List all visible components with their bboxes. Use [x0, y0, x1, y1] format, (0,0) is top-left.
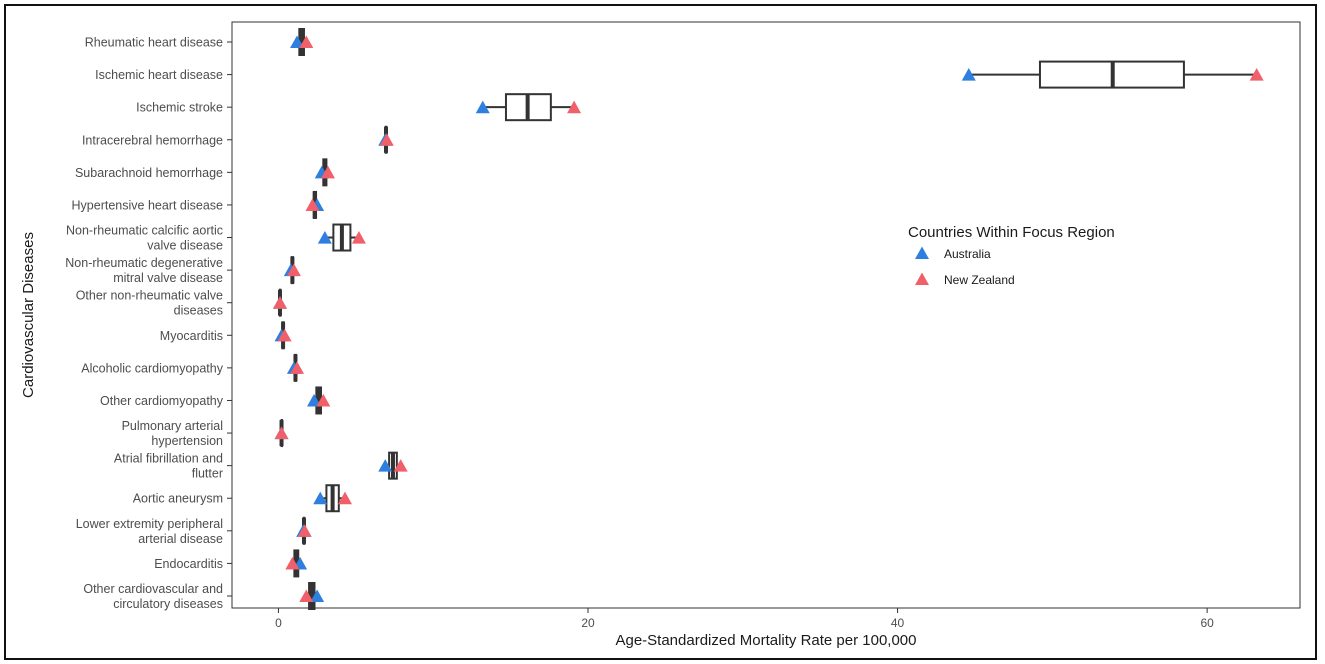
category-label: Other cardiovascular and circulatory dise… — [83, 582, 223, 611]
new-zealand-point — [337, 491, 352, 505]
new-zealand-point — [277, 328, 292, 342]
category-label: Atrial fibrillation and flutter — [114, 452, 223, 481]
category-label: Other cardiomyopathy — [100, 394, 224, 408]
new-zealand-point — [285, 556, 300, 570]
x-tick-label: 20 — [581, 616, 595, 630]
new-zealand-point — [1249, 68, 1264, 81]
y-axis-ticks — [227, 41, 232, 597]
new-zealand-point — [393, 459, 408, 472]
boxplot-7 — [324, 223, 359, 252]
legend-key-2 — [915, 272, 929, 286]
boxplot-2 — [968, 60, 1257, 89]
category-label: Non-rheumatic calcific aortic valve disea… — [66, 224, 223, 253]
category-label: Endocarditis — [154, 557, 223, 571]
legend-label-2: New Zealand — [944, 273, 1015, 287]
new-zealand-point — [567, 100, 582, 114]
plot-panel — [231, 21, 1301, 609]
y-axis-title: Cardiovascular Diseases — [20, 232, 37, 398]
new-zealand-point — [299, 35, 314, 49]
x-tick-label: 40 — [891, 616, 905, 630]
new-zealand-point — [286, 263, 301, 277]
boxplot-15 — [320, 484, 345, 513]
new-zealand-point — [297, 524, 312, 537]
legend: Countries Within Focus Region Australia N… — [908, 224, 1115, 287]
category-label: Rheumatic heart disease — [85, 36, 223, 50]
new-zealand-point — [299, 589, 314, 603]
category-label: Subarachnoid hemorrhage — [75, 166, 223, 180]
category-label: Alcoholic cardiomyopathy — [81, 361, 223, 375]
australia-point — [310, 589, 325, 603]
new-zealand-point — [351, 230, 366, 244]
new-zealand-point — [316, 393, 331, 407]
x-tick-label: 0 — [275, 616, 282, 630]
category-label: Non-rheumatic degenerative mitral valve d… — [65, 256, 223, 285]
category-label: Pulmonary arterial hypertension — [122, 419, 223, 448]
legend-label-1: Australia — [944, 247, 991, 261]
australia-point — [313, 491, 328, 505]
category-label: Lower extremity peripheral arterial disea… — [76, 517, 223, 546]
new-zealand-point — [379, 133, 394, 146]
chart-frame — [4, 4, 1317, 660]
australia-point — [290, 35, 305, 49]
category-label: Intracerebral hemorrhage — [82, 133, 223, 147]
new-zealand-point — [305, 198, 320, 211]
australia-point — [475, 100, 490, 114]
legend-title: Countries Within Focus Region — [908, 224, 1115, 241]
category-label: Ischemic stroke — [136, 101, 223, 115]
boxplot-3 — [482, 93, 575, 122]
new-zealand-point — [320, 165, 335, 179]
box-group — [277, 28, 1257, 610]
y-axis-labels: Rheumatic heart disease Ischemic heart di… — [65, 36, 223, 612]
category-label: Myocarditis — [160, 329, 223, 343]
new-zealand-point — [272, 296, 287, 309]
category-label: Other non-rheumatic valve diseases — [76, 289, 223, 318]
australia-point — [378, 459, 393, 472]
australia-point — [307, 393, 322, 407]
new-zealand-point — [290, 361, 305, 374]
x-axis: 0 20 40 60 — [275, 608, 1214, 630]
x-axis-title: Age-Standardized Mortality Rate per 100,… — [615, 632, 916, 649]
point-group — [272, 35, 1264, 603]
australia-point — [317, 230, 332, 244]
category-label: Aortic aneurysm — [133, 492, 223, 506]
australia-point — [961, 68, 976, 81]
new-zealand-point — [274, 426, 289, 440]
category-label: Hypertensive heart disease — [72, 198, 224, 212]
category-label: Ischemic heart disease — [95, 68, 223, 82]
x-tick-label: 60 — [1200, 616, 1214, 630]
legend-key-1 — [915, 246, 929, 260]
